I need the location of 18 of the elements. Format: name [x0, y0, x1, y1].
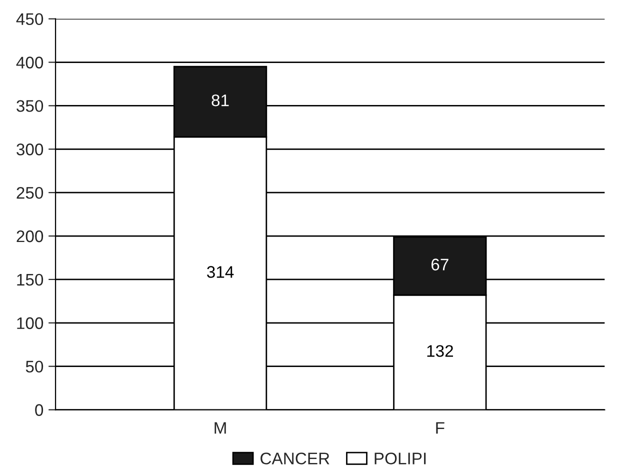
- y-tick-label: 150: [17, 274, 44, 286]
- y-tick-label: 450: [16, 13, 44, 26]
- legend-label: CANCER: [260, 452, 330, 464]
- y-tick-label: 350: [16, 100, 44, 112]
- y-tick-label: 200: [16, 230, 44, 242]
- y-tick-label: 400: [16, 56, 44, 68]
- data-label: 67: [432, 258, 448, 270]
- x-tick-label: M: [214, 422, 226, 434]
- y-tick-label: 300: [16, 144, 44, 156]
- x-tick-label: F: [436, 422, 444, 434]
- y-tick-label: 50: [26, 360, 44, 373]
- y-tick-label: 250: [16, 186, 44, 199]
- y-tick-label: 100: [17, 317, 44, 330]
- legend-label: POLIPI: [374, 452, 426, 464]
- y-tick-label: 0: [35, 404, 44, 416]
- data-label: 132: [427, 345, 453, 357]
- data-label: 81: [212, 94, 229, 106]
- data-label: 314: [207, 266, 234, 278]
